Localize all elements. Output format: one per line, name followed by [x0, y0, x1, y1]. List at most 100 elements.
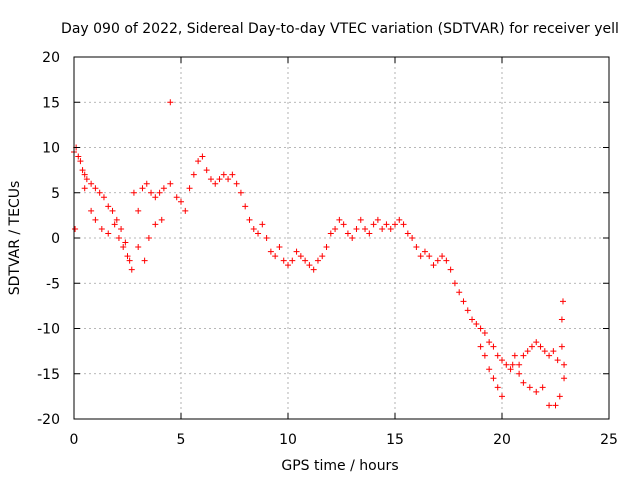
- series-main-trace: [71, 144, 568, 373]
- data-point: [379, 225, 386, 232]
- data-point: [456, 289, 463, 296]
- data-point: [439, 253, 446, 260]
- data-point: [139, 185, 146, 192]
- data-point: [100, 194, 107, 201]
- data-point: [473, 320, 480, 327]
- data-point: [310, 266, 317, 273]
- x-tick-label: 15: [386, 432, 404, 448]
- data-point: [92, 216, 99, 223]
- data-point: [233, 180, 240, 187]
- data-point: [148, 189, 155, 196]
- data-point: [199, 153, 206, 160]
- data-point: [509, 361, 516, 368]
- data-point: [366, 230, 373, 237]
- series-secondary-trace: [81, 185, 568, 409]
- data-point: [229, 171, 236, 178]
- data-point: [417, 253, 424, 260]
- data-point: [383, 221, 390, 228]
- y-tick-label: -10: [37, 322, 60, 338]
- data-point: [511, 352, 518, 359]
- x-tick-label: 25: [600, 432, 618, 448]
- data-point: [541, 348, 548, 355]
- y-tick-label: 5: [51, 186, 60, 202]
- data-point: [494, 384, 501, 391]
- data-point: [113, 216, 120, 223]
- data-point: [285, 262, 291, 269]
- data-point: [118, 225, 125, 232]
- data-point: [490, 375, 497, 382]
- data-point: [421, 248, 428, 255]
- data-point: [561, 361, 568, 368]
- data-point: [250, 225, 257, 232]
- data-point: [490, 343, 497, 350]
- data-point: [152, 194, 159, 201]
- data-point: [362, 225, 369, 232]
- data-point: [499, 393, 505, 400]
- data-point: [156, 189, 163, 196]
- data-point: [528, 343, 535, 350]
- data-point: [120, 244, 127, 251]
- data-point: [96, 189, 103, 196]
- data-point: [130, 189, 137, 196]
- data-point: [460, 298, 467, 305]
- data-point: [141, 257, 148, 264]
- data-point: [349, 235, 356, 241]
- chart-title: Day 090 of 2022, Sidereal Day-to-day VTE…: [61, 21, 619, 37]
- data-point: [443, 257, 450, 264]
- data-point: [135, 244, 142, 251]
- y-tick-label: 0: [51, 231, 60, 247]
- data-point: [477, 325, 484, 332]
- data-point: [426, 253, 433, 260]
- data-point: [353, 225, 360, 232]
- data-point: [186, 185, 193, 192]
- data-point: [115, 235, 122, 241]
- data-point: [289, 257, 296, 264]
- data-point: [259, 221, 266, 228]
- data-point: [374, 216, 381, 223]
- data-point: [190, 171, 197, 178]
- data-point: [434, 257, 441, 264]
- data-point: [160, 185, 167, 192]
- data-point: [225, 176, 232, 183]
- data-point: [516, 370, 523, 377]
- x-tick-label: 10: [279, 432, 297, 448]
- data-point: [293, 248, 300, 255]
- data-point: [520, 352, 527, 359]
- data-point: [98, 225, 105, 232]
- data-point: [126, 257, 133, 264]
- y-tick-label: -20: [37, 412, 60, 428]
- data-point: [447, 266, 454, 273]
- data-point: [507, 366, 514, 373]
- data-point: [83, 176, 90, 183]
- data-point: [297, 253, 304, 260]
- data-point: [220, 171, 227, 178]
- x-axis-label: GPS time / hours: [281, 458, 398, 474]
- data-point: [561, 375, 568, 382]
- data-point: [314, 257, 321, 264]
- data-point: [481, 330, 488, 337]
- data-point: [124, 253, 131, 260]
- data-point: [430, 262, 437, 269]
- data-point: [404, 230, 411, 237]
- data-point: [520, 379, 527, 386]
- data-point: [340, 221, 347, 228]
- data-point: [524, 348, 531, 355]
- data-point: [280, 257, 287, 264]
- data-point: [556, 393, 563, 400]
- data-point: [195, 158, 202, 165]
- data-point: [255, 230, 262, 237]
- y-tick-label: -15: [37, 367, 60, 383]
- data-point: [267, 248, 274, 255]
- y-tick-label: 10: [42, 141, 60, 157]
- series-outliers: [72, 99, 174, 232]
- data-point: [81, 185, 88, 192]
- data-point: [464, 307, 471, 314]
- data-point: [499, 357, 505, 364]
- data-point: [173, 194, 180, 201]
- data-point: [332, 225, 339, 232]
- data-point: [306, 262, 313, 269]
- data-point: [207, 176, 214, 183]
- data-point: [143, 180, 150, 187]
